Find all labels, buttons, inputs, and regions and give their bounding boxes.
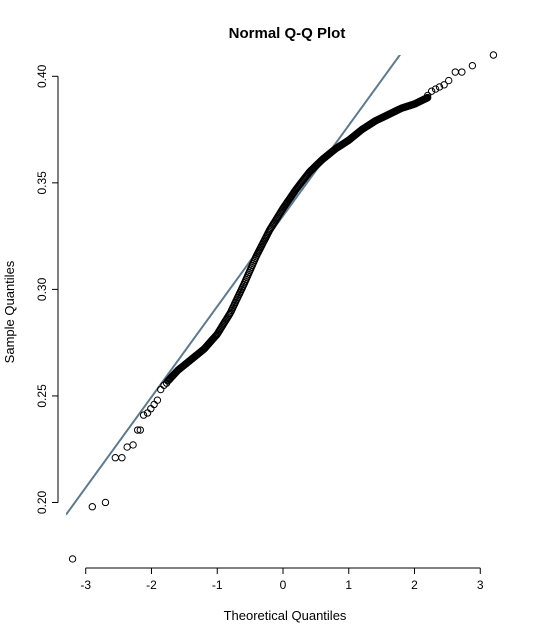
data-point (427, 87, 436, 95)
y-tick-label: 0.30 (35, 277, 49, 301)
data-point (68, 555, 77, 563)
data-point (445, 76, 453, 85)
qq-reference-line (66, 55, 402, 516)
data-point (423, 91, 432, 100)
y-tick-label: 0.20 (35, 490, 49, 514)
data-point (435, 83, 444, 91)
data-point (129, 441, 137, 449)
data-point (153, 396, 162, 404)
data-point (431, 85, 440, 93)
data-point (88, 503, 97, 511)
data-point (423, 93, 432, 102)
data-point (150, 400, 158, 409)
data-point (101, 498, 110, 507)
data-point (451, 68, 459, 76)
chart-title: Normal Q-Q Plot (229, 25, 346, 42)
y-tick-label: 0.25 (35, 384, 49, 408)
data-point (156, 385, 165, 394)
x-tick-label: 0 (280, 578, 287, 592)
y-tick-label: 0.40 (35, 64, 49, 88)
data-point (489, 51, 498, 59)
x-tick-label: 2 (411, 578, 418, 592)
x-tick-label: 3 (477, 578, 484, 592)
data-point (118, 454, 126, 462)
data-point (136, 426, 145, 434)
x-tick-label: -2 (146, 578, 157, 592)
data-point (133, 426, 142, 434)
data-point (111, 454, 120, 462)
data-point (147, 405, 155, 413)
data-point (468, 61, 477, 70)
y-tick-label: 0.35 (35, 171, 49, 195)
data-point (440, 81, 448, 89)
x-axis-label: Theoretical Quantiles (224, 608, 347, 623)
x-tick-label: -3 (80, 578, 91, 592)
data-point (166, 375, 174, 383)
x-tick-label: -1 (212, 578, 223, 592)
data-point (458, 68, 466, 76)
y-axis-label: Sample Quantiles (2, 260, 17, 363)
data-point (139, 411, 148, 419)
x-tick-label: 1 (345, 578, 352, 592)
